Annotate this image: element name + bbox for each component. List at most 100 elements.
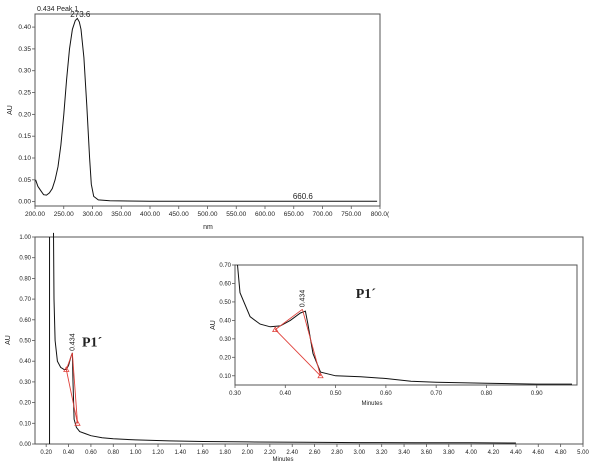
peak-baseline-line bbox=[274, 329, 321, 377]
x-tick-label: 0.40 bbox=[63, 450, 75, 456]
peak-marker-line bbox=[301, 309, 321, 376]
inset-p1-annotation: P1´ bbox=[356, 287, 377, 302]
inset-peak-label: 0.434 bbox=[299, 290, 306, 308]
chromatogram-y-label: AU bbox=[5, 335, 12, 345]
x-tick-label: 2.20 bbox=[264, 450, 276, 456]
x-tick-label: 400.00 bbox=[140, 211, 160, 218]
chromatogram-chart: AU Minutes 0.00 0.10 0.20 0.30 0.40 0.50 0.60 0… bbox=[5, 232, 589, 463]
x-tick-label: 3.60 bbox=[421, 450, 433, 456]
y-tick-label: 0.20 bbox=[19, 401, 31, 407]
peak-boundary-marker bbox=[74, 419, 81, 426]
spectrum-series-line bbox=[35, 17, 378, 202]
inset-zoom-chart: AU Minutes 0.100.200.300.400.500.600.70 … bbox=[210, 263, 578, 407]
x-tick-label: 1.20 bbox=[152, 450, 164, 456]
y-tick-label: 0.90 bbox=[19, 256, 31, 262]
x-tick-label: 4.20 bbox=[488, 450, 500, 456]
chromatogram-peak-label: 0.434 bbox=[69, 333, 76, 351]
chromatogram-peak-markers bbox=[63, 352, 81, 426]
peak-boundary-marker bbox=[272, 326, 279, 333]
x-tick-label: 3.40 bbox=[398, 450, 410, 456]
x-tick-label: 4.80 bbox=[555, 450, 567, 456]
x-tick-label: 2.40 bbox=[286, 450, 298, 456]
inset-plot-frame bbox=[234, 264, 578, 386]
spectrum-peak-label: 660.6 bbox=[293, 192, 314, 201]
x-tick-label: 200.00 bbox=[25, 211, 45, 218]
y-tick-label: 0.40 bbox=[18, 24, 31, 31]
x-tick-label: 1.40 bbox=[175, 450, 187, 456]
uv-spectrum-chart: 0.434 Peak 1 AU nm 0.000.050.100.150.200… bbox=[7, 6, 390, 231]
spectrum-y-label: AU bbox=[7, 105, 14, 115]
y-tick-label: 0.00 bbox=[19, 442, 31, 448]
y-tick-label: 0.60 bbox=[219, 281, 231, 287]
peak-baseline-line bbox=[65, 369, 78, 424]
x-tick-label: 650.00 bbox=[284, 211, 304, 218]
chromatogram-y-ticks: 0.00 0.10 0.20 0.30 0.40 0.50 0.60 0.70 0.80 0.90… bbox=[19, 235, 35, 448]
x-tick-label: 2.60 bbox=[309, 450, 321, 456]
x-tick-label: 3.00 bbox=[353, 450, 365, 456]
y-tick-label: 0.20 bbox=[18, 111, 31, 118]
spectrum-plot-frame bbox=[34, 13, 381, 207]
inset-y-ticks: 0.10 0.20 0.30 0.40 0.50 0.60 0.70 bbox=[219, 263, 235, 380]
y-tick-label: 0.25 bbox=[18, 90, 31, 97]
x-tick-label: 4.00 bbox=[465, 450, 477, 456]
peak-boundary-marker bbox=[63, 366, 70, 372]
x-tick-label: 2.00 bbox=[242, 450, 254, 456]
spectrum-x-ticks: 200.00 250.00 300.00 350.00 400.00 450.00 500.… bbox=[25, 206, 390, 218]
x-tick-label: 0.90 bbox=[531, 391, 543, 397]
y-tick-label: 1.00 bbox=[19, 235, 31, 241]
x-tick-label: 700.00 bbox=[313, 211, 333, 218]
peak-marker-line bbox=[65, 352, 73, 370]
peak-marker-line bbox=[71, 352, 78, 424]
spectrum-peak-labels: 273.6 660.6 bbox=[70, 10, 313, 201]
y-tick-label: 0.50 bbox=[219, 300, 231, 306]
peak-marker-line bbox=[274, 308, 303, 330]
x-tick-label: 0.50 bbox=[330, 391, 342, 397]
y-tick-label: 0.70 bbox=[19, 297, 31, 303]
y-tick-label: 0.40 bbox=[219, 318, 231, 324]
y-tick-label: 0.30 bbox=[18, 68, 31, 75]
peak-boundary-marker bbox=[317, 372, 324, 379]
spectrum-peak-label: 273.6 bbox=[70, 10, 91, 19]
x-tick-label: 300.00 bbox=[83, 211, 103, 218]
y-tick-label: 0.00 bbox=[18, 199, 31, 206]
y-tick-label: 0.10 bbox=[19, 421, 31, 427]
x-tick-label: 550.00 bbox=[226, 211, 246, 218]
x-tick-label: 1.80 bbox=[219, 450, 231, 456]
x-tick-label: 0.60 bbox=[380, 391, 392, 397]
x-tick-label: 0.30 bbox=[229, 391, 241, 397]
y-tick-label: 0.35 bbox=[18, 46, 31, 53]
x-tick-label: 4.40 bbox=[510, 450, 522, 456]
y-tick-label: 0.20 bbox=[219, 355, 231, 361]
x-tick-label: 450.00 bbox=[169, 211, 189, 218]
x-tick-label: 0.80 bbox=[481, 391, 493, 397]
x-tick-label: 0.80 bbox=[107, 450, 119, 456]
x-tick-label: 500.00 bbox=[198, 211, 218, 218]
y-tick-label: 0.15 bbox=[18, 133, 31, 140]
x-tick-label: 3.80 bbox=[443, 450, 455, 456]
spectrum-header: 0.434 Peak 1 bbox=[37, 6, 78, 13]
spectrum-y-ticks: 0.00 0.05 0.10 0.15 0.20 0.25 0.30 0.35 0.40 bbox=[18, 24, 35, 206]
x-tick-label: 4.60 bbox=[532, 450, 544, 456]
inset-x-ticks: 0.30 0.40 0.50 0.60 0.70 0.80 0.90 bbox=[229, 385, 543, 397]
y-tick-label: 0.50 bbox=[19, 339, 31, 345]
inset-y-label: AU bbox=[210, 320, 217, 330]
x-tick-label: 5.00 bbox=[577, 450, 589, 456]
x-tick-label: 350.00 bbox=[111, 211, 131, 218]
x-tick-label: 0.20 bbox=[40, 450, 52, 456]
x-tick-label: 0.70 bbox=[430, 391, 442, 397]
x-tick-label: 800.0( bbox=[371, 211, 390, 218]
x-tick-label: 250.00 bbox=[54, 211, 74, 218]
y-tick-label: 0.10 bbox=[18, 155, 31, 162]
y-tick-label: 0.10 bbox=[219, 374, 231, 380]
chromatogram-p1-annotation: P1´ bbox=[82, 336, 103, 351]
chromatogram-series-line bbox=[53, 232, 516, 444]
chromatogram-x-ticks: 0.20 0.40 0.60 0.80 1.00 1.20 1.40 1.60 1.80 2.00… bbox=[40, 444, 589, 456]
x-tick-label: 1.00 bbox=[130, 450, 142, 456]
x-tick-label: 3.20 bbox=[376, 450, 388, 456]
y-tick-label: 0.05 bbox=[18, 177, 31, 184]
inset-x-label: Minutes bbox=[361, 401, 382, 407]
y-tick-label: 0.40 bbox=[19, 359, 31, 365]
y-tick-label: 0.30 bbox=[19, 380, 31, 386]
y-tick-label: 0.70 bbox=[219, 263, 231, 269]
